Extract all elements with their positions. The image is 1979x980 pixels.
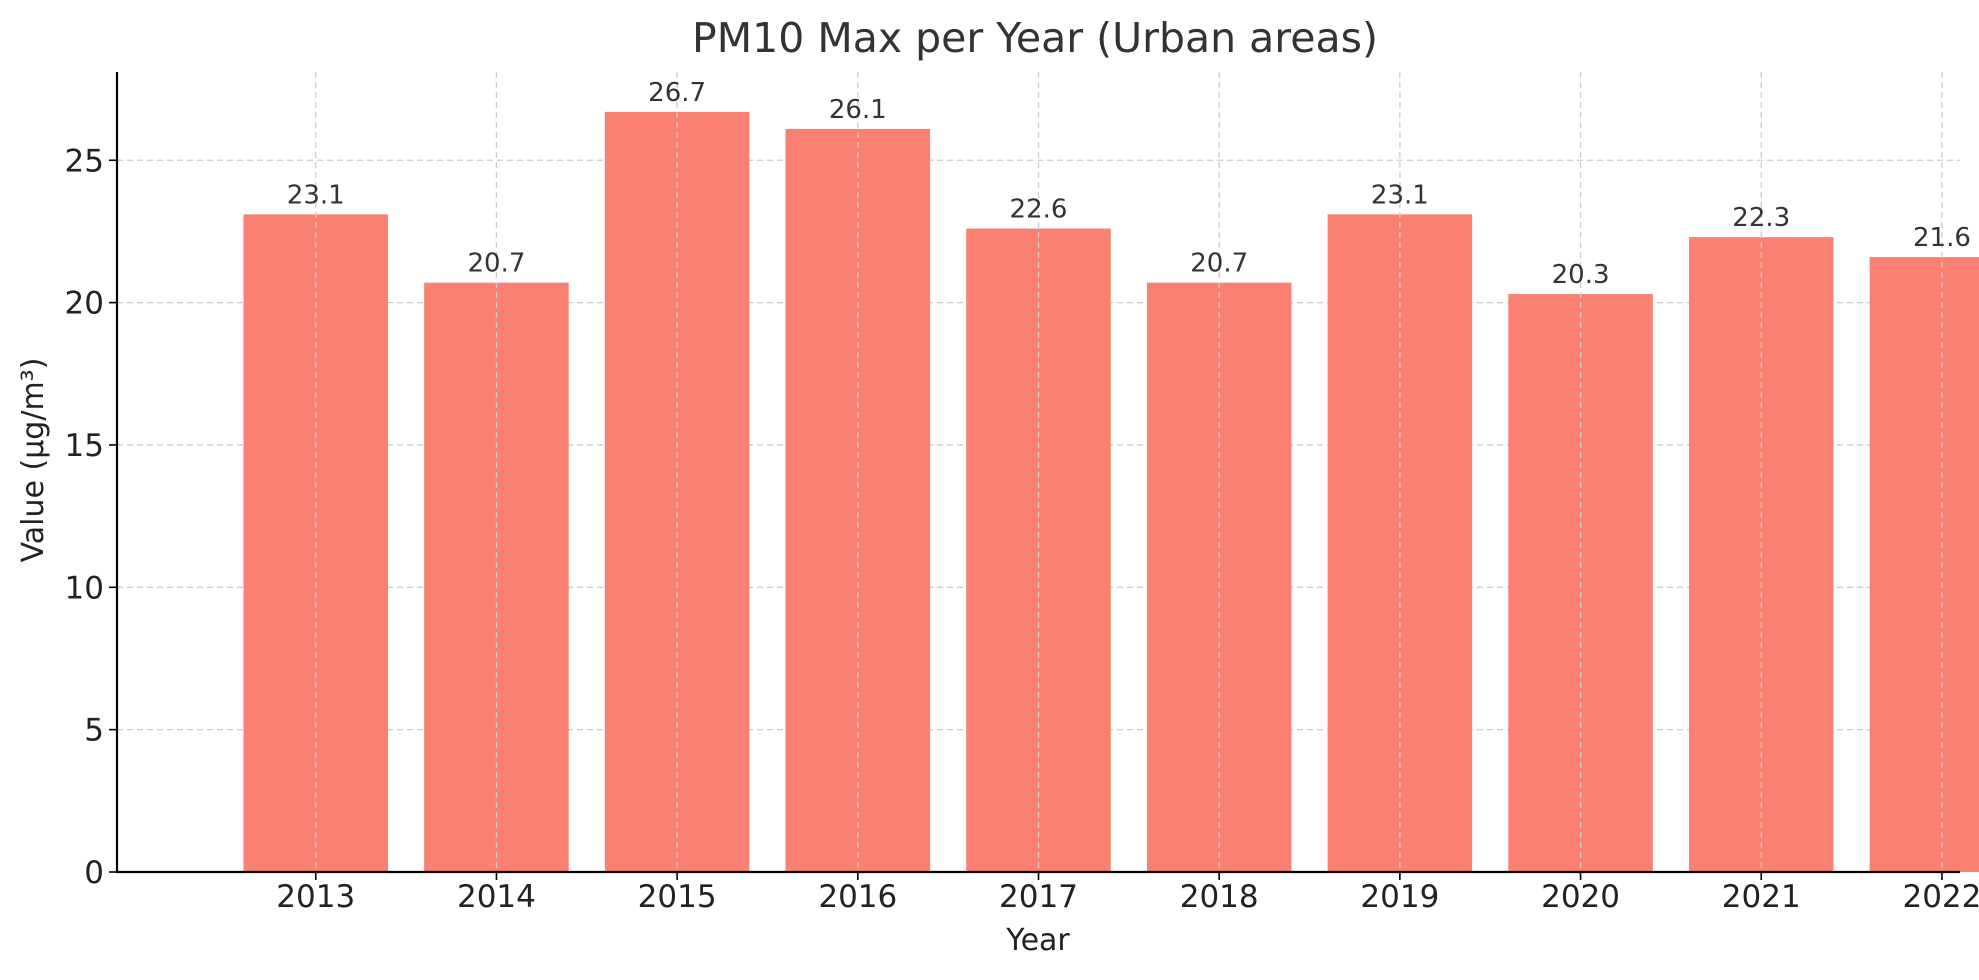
x-tick-label: 2021 bbox=[1722, 879, 1801, 915]
x-tick-label: 2022 bbox=[1902, 879, 1979, 915]
x-tick-label: 2014 bbox=[457, 879, 536, 915]
x-tick-label: 2019 bbox=[1360, 879, 1439, 915]
y-tick-label: 20 bbox=[65, 286, 104, 322]
y-tick-label: 25 bbox=[65, 143, 104, 179]
axes: 0 5 10 15 20 25 2013 2014 2015 2016 2017 2018 2019 20… bbox=[65, 72, 1979, 915]
data-labels: 23.1 20.7 26.7 26.1 22.6 20.7 23.1 20.3 22.3 21.6 bbox=[287, 78, 1971, 290]
y-tick-label: 10 bbox=[65, 570, 104, 606]
bar-2022 bbox=[1869, 257, 1979, 873]
data-label-2014: 20.7 bbox=[467, 249, 525, 279]
x-tick-label: 2020 bbox=[1541, 879, 1620, 915]
bar-2016 bbox=[785, 128, 931, 872]
data-label-2015: 26.7 bbox=[648, 78, 706, 108]
y-axis-label: Value (µg/m³) bbox=[16, 358, 51, 563]
data-label-2020: 20.3 bbox=[1552, 260, 1610, 290]
data-label-2016: 26.1 bbox=[829, 95, 887, 125]
x-tick-label: 2016 bbox=[818, 879, 897, 915]
x-tick-label: 2018 bbox=[1180, 879, 1259, 915]
x-tick-label: 2013 bbox=[276, 879, 355, 915]
bars bbox=[243, 111, 1979, 873]
data-label-2019: 23.1 bbox=[1371, 180, 1429, 210]
chart-title: PM10 Max per Year (Urban areas) bbox=[692, 14, 1378, 62]
x-axis-label: Year bbox=[1005, 923, 1070, 958]
x-tick-label: 2015 bbox=[638, 879, 717, 915]
data-label-2017: 22.6 bbox=[1010, 195, 1068, 225]
data-label-2022: 21.6 bbox=[1913, 223, 1971, 253]
y-tick-label: 15 bbox=[65, 428, 104, 464]
data-label-2013: 23.1 bbox=[287, 180, 345, 210]
x-tick-label: 2017 bbox=[999, 879, 1078, 915]
y-tick-label: 0 bbox=[84, 855, 104, 891]
data-label-2018: 20.7 bbox=[1190, 249, 1248, 279]
y-tick-label: 5 bbox=[84, 713, 104, 749]
data-label-2021: 22.3 bbox=[1732, 203, 1790, 233]
